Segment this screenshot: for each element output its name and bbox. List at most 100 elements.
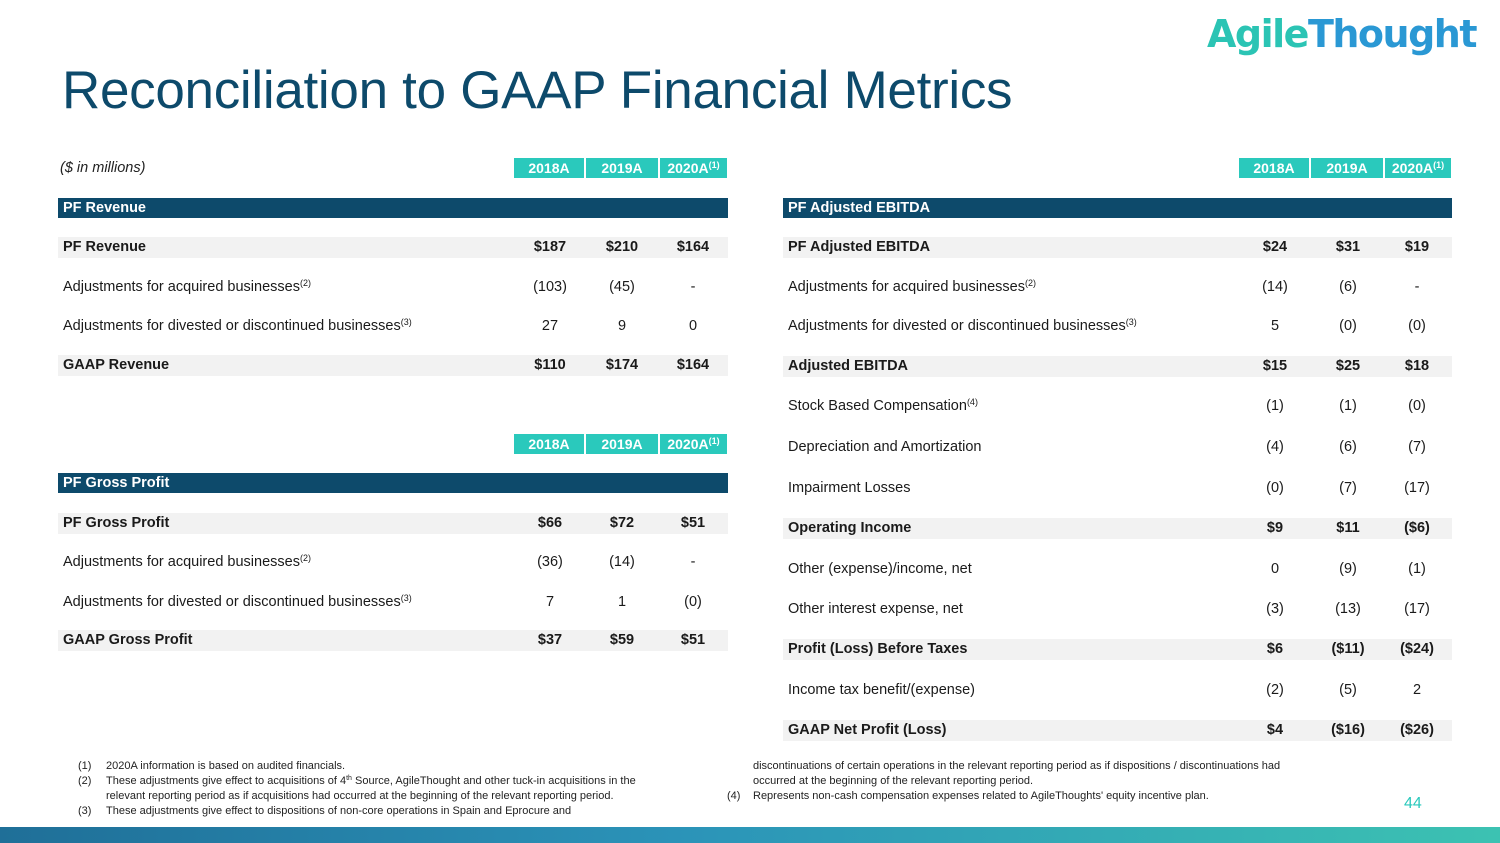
table-row: Profit (Loss) Before Taxes $6 ($11) ($24) xyxy=(783,639,1452,660)
row-value-2020a: $19 xyxy=(1404,239,1430,255)
row-label: Adjustments for divested or discontinued… xyxy=(63,593,412,611)
row-label: Depreciation and Amortization xyxy=(788,439,982,455)
row-value-2020a: ($6) xyxy=(1404,520,1430,536)
row-value-2018a: 5 xyxy=(1270,318,1280,334)
row-value-2020a: (1) xyxy=(1408,561,1426,577)
row-value-2019a: (6) xyxy=(1339,279,1357,295)
table-row: Stock Based Compensation(4) (1) (1) (0) xyxy=(783,396,1452,417)
row-label: GAAP Gross Profit xyxy=(63,632,193,648)
section-header-pf-adjusted-ebitda: PF Adjusted EBITDA xyxy=(783,198,1452,218)
row-value-2019a: (45) xyxy=(609,279,635,295)
row-value-2020a: (0) xyxy=(684,594,702,610)
row-value-2019a: $25 xyxy=(1335,358,1361,374)
row-value-2020a: - xyxy=(690,554,696,570)
row-value-2018a: $37 xyxy=(537,632,563,648)
row-value-2018a: $187 xyxy=(533,239,567,255)
row-label: PF Revenue xyxy=(63,239,146,255)
table-row: GAAP Net Profit (Loss) $4 ($16) ($26) xyxy=(783,720,1452,741)
section-header-pf-gross-profit: PF Gross Profit xyxy=(58,473,728,493)
row-value-2020a: ($24) xyxy=(1400,641,1434,657)
row-value-2018a: $9 xyxy=(1266,520,1284,536)
year-header-2018: 2018A xyxy=(514,158,584,178)
row-value-2018a: $4 xyxy=(1266,722,1284,738)
table-row: Adjustments for acquired businesses(2) (1… xyxy=(58,277,728,298)
table-row: Adjustments for acquired businesses(2) (1… xyxy=(783,277,1452,298)
row-label: Impairment Losses xyxy=(788,480,911,496)
row-value-2019a: $59 xyxy=(609,632,635,648)
row-label: GAAP Revenue xyxy=(63,357,170,373)
row-value-2020a: (0) xyxy=(1408,318,1426,334)
year-header-2019: 2019A xyxy=(586,158,658,178)
table-row: GAAP Gross Profit $37 $59 $51 xyxy=(58,630,728,651)
table-row: Impairment Losses (0) (7) (17) xyxy=(783,478,1452,499)
row-label: Income tax benefit/(expense) xyxy=(788,682,975,698)
row-label: Adjustments for acquired businesses(2) xyxy=(63,553,311,571)
table-row: Adjustments for divested or discontinued… xyxy=(58,316,728,337)
footnote-1: (1) 2020A information is based on audite… xyxy=(78,760,346,772)
row-value-2019a: (9) xyxy=(1339,561,1357,577)
footnote-3: (3) These adjustments give effect to dis… xyxy=(78,805,572,817)
footnote-3-continued-2: occurred at the beginning of the relevan… xyxy=(753,775,1034,787)
row-value-2018a: (0) xyxy=(1266,480,1284,496)
row-value-2018a: 27 xyxy=(541,318,559,334)
row-value-2020a: (7) xyxy=(1408,439,1426,455)
table-row: Other (expense)/income, net 0 (9) (1) xyxy=(783,559,1452,580)
row-value-2019a: (7) xyxy=(1339,480,1357,496)
row-label: Adjustments for acquired businesses(2) xyxy=(63,278,311,296)
table-row: Adjustments for acquired businesses(2) (3… xyxy=(58,552,728,573)
row-value-2018a: (14) xyxy=(1262,279,1288,295)
year-header-2018: 2018A xyxy=(1239,158,1309,178)
footnote-3-continued: discontinuations of certain operations i… xyxy=(753,760,1281,772)
row-value-2019a: (0) xyxy=(1339,318,1357,334)
row-value-2019a: ($16) xyxy=(1331,722,1365,738)
row-value-2019a: $72 xyxy=(609,515,635,531)
row-value-2019a: $174 xyxy=(605,357,639,373)
year-header-2020: 2020A(1) xyxy=(660,434,727,454)
row-value-2018a: 7 xyxy=(545,594,555,610)
row-value-2019a: $210 xyxy=(605,239,639,255)
page-title: Reconciliation to GAAP Financial Metrics xyxy=(62,61,1013,120)
row-value-2020a: (0) xyxy=(1408,398,1426,414)
row-value-2019a: (5) xyxy=(1339,682,1357,698)
agilethought-logo: AgileThought xyxy=(1207,12,1478,56)
row-value-2018a: (4) xyxy=(1266,439,1284,455)
units-label: ($ in millions) xyxy=(60,160,146,176)
row-value-2018a: 0 xyxy=(1270,561,1280,577)
row-value-2018a: $15 xyxy=(1262,358,1288,374)
row-value-2020a: ($26) xyxy=(1400,722,1434,738)
row-value-2019a: $31 xyxy=(1335,239,1361,255)
row-value-2019a: 1 xyxy=(617,594,627,610)
row-value-2018a: (1) xyxy=(1266,398,1284,414)
row-value-2020a: 0 xyxy=(688,318,698,334)
table-row: Adjustments for divested or discontinued… xyxy=(783,316,1452,337)
row-label: Adjustments for acquired businesses(2) xyxy=(788,278,1036,296)
row-value-2020a: 2 xyxy=(1412,682,1422,698)
row-value-2019a: (6) xyxy=(1339,439,1357,455)
row-value-2018a: (103) xyxy=(533,279,567,295)
row-label: Stock Based Compensation(4) xyxy=(788,397,978,415)
row-value-2019a: 9 xyxy=(617,318,627,334)
table-row: Adjustments for divested or discontinued… xyxy=(58,592,728,613)
table-row: Adjusted EBITDA $15 $25 $18 xyxy=(783,356,1452,377)
year-header-2020: 2020A(1) xyxy=(1385,158,1451,178)
row-value-2018a: $66 xyxy=(537,515,563,531)
row-label: Adjusted EBITDA xyxy=(788,358,909,374)
year-header-2019: 2019A xyxy=(586,434,658,454)
row-label: Operating Income xyxy=(788,520,912,536)
row-value-2019a: ($11) xyxy=(1331,641,1365,657)
row-label: Adjustments for divested or discontinued… xyxy=(788,317,1137,335)
table-row: PF Gross Profit $66 $72 $51 xyxy=(58,513,728,534)
footnote-4: (4) Represents non-cash compensation exp… xyxy=(727,790,1209,802)
table-row: Depreciation and Amortization (4) (6) (7) xyxy=(783,437,1452,458)
row-label: PF Adjusted EBITDA xyxy=(788,239,931,255)
row-label: GAAP Net Profit (Loss) xyxy=(788,722,947,738)
row-value-2020a: (17) xyxy=(1404,480,1430,496)
year-header-2018: 2018A xyxy=(514,434,584,454)
row-value-2019a: $11 xyxy=(1336,520,1360,536)
row-value-2020a: $18 xyxy=(1404,358,1430,374)
row-value-2018a: $6 xyxy=(1266,641,1284,657)
table-row: PF Adjusted EBITDA $24 $31 $19 xyxy=(783,237,1452,258)
footnote-2: (2) These adjustments give effect to acq… xyxy=(78,775,636,787)
table-row: PF Revenue $187 $210 $164 xyxy=(58,237,728,258)
row-value-2018a: (36) xyxy=(537,554,563,570)
